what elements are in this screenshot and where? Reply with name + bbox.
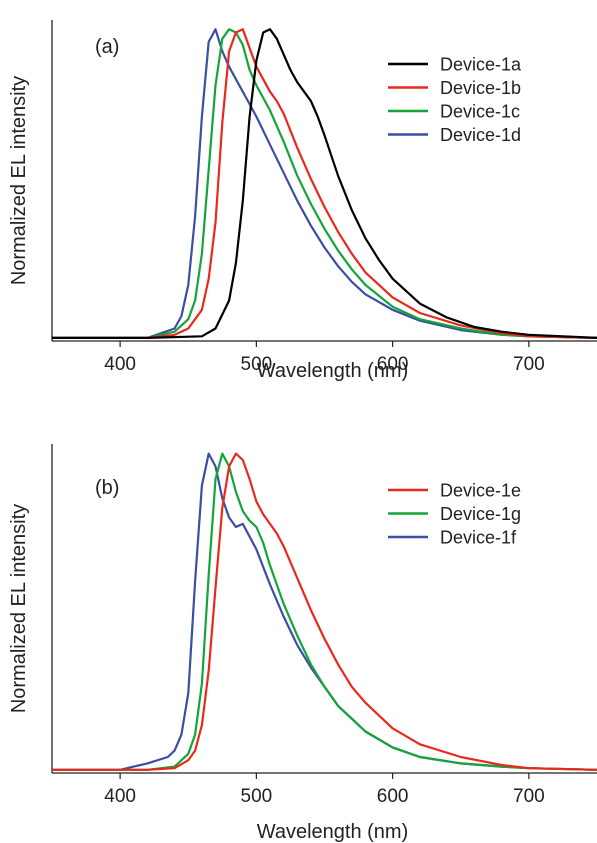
legend-entry: Device-1a: [440, 55, 522, 75]
series-line-device-1a: [52, 28, 597, 339]
x-tick-label: 700: [513, 354, 545, 375]
x-tick-label: 600: [377, 354, 409, 375]
series-line-device-1d: [52, 28, 597, 339]
series-line-device-1g: [52, 452, 597, 771]
panel-b: 400 500 600 700 Wavelength (nm) Normalized EL…: [8, 444, 597, 843]
x-tick-label: 400: [104, 354, 136, 375]
panel-a: 400 500 600 700 Wavelength (nm) Normalized EL…: [8, 20, 597, 382]
series-line-device-1b: [52, 28, 597, 339]
legend-entry: Device-1d: [440, 125, 521, 145]
legend-entry: Device-1c: [440, 102, 520, 122]
panel-label: (a): [95, 36, 119, 58]
legend-entry: Device-1g: [440, 504, 521, 524]
series-line-device-1f: [52, 452, 597, 771]
x-tick-label: 400: [104, 786, 136, 807]
x-axis-title: Wavelength (nm): [257, 360, 409, 382]
legend-entry: Device-1b: [440, 78, 521, 98]
series-line-device-1e: [52, 452, 597, 771]
panel-label: (b): [95, 477, 119, 499]
y-axis-title: Normalized EL intensity: [8, 504, 30, 713]
x-axis-title: Wavelength (nm): [257, 821, 409, 843]
x-tick-label: 700: [513, 786, 545, 807]
y-axis-title: Normalized EL intensity: [8, 76, 30, 285]
legend-entry: Device-1f: [440, 528, 517, 548]
legend-entry: Device-1e: [440, 481, 521, 501]
series-line-device-1c: [52, 28, 597, 339]
x-tick-label: 600: [377, 786, 409, 807]
x-tick-label: 500: [241, 354, 273, 375]
x-tick-label: 500: [241, 786, 273, 807]
